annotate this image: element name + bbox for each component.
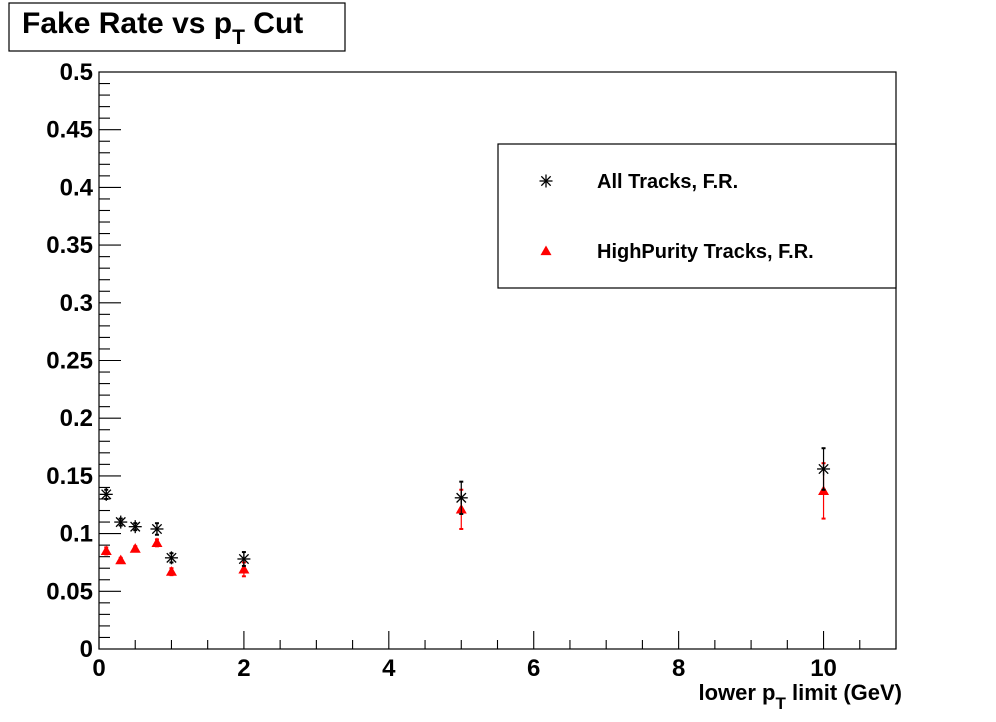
x-tick-label: 0 — [92, 655, 105, 682]
axes: 0 2 4 6 8 10 0 0.05 0.1 0.15 0.2 0.25 0.3 0.35 0.4 0.45… — [46, 59, 897, 682]
data-point — [100, 545, 112, 556]
x-axis-label: lower pT limit (GeV) — [698, 680, 902, 713]
chart-title: Fake Rate vs pT Cut — [22, 7, 303, 49]
star-marker — [164, 551, 178, 565]
triangle-marker — [151, 537, 163, 547]
series-all-tracks — [99, 447, 831, 567]
star-marker — [817, 462, 831, 476]
legend-entries: All Tracks, F.R. HighPurity Tracks, F.R. — [539, 171, 814, 263]
legend-triangle-marker — [540, 245, 552, 256]
x-tick-label: 8 — [672, 655, 685, 682]
title-frame — [8, 2, 346, 52]
data-point — [115, 554, 127, 565]
data-point — [151, 537, 163, 548]
x-tick-label: 6 — [527, 655, 540, 682]
legend: All Tracks, F.R. HighPurity Tracks, F.R. — [497, 143, 897, 289]
data-point — [164, 551, 178, 565]
data-point — [150, 522, 164, 536]
data-point — [129, 543, 141, 553]
y-tick-label: 0.15 — [46, 463, 93, 490]
triangle-marker — [129, 543, 141, 553]
y-tick-label: 0.5 — [60, 59, 93, 86]
star-marker — [99, 487, 113, 501]
x-tick-label: 10 — [810, 655, 837, 682]
legend-entry: HighPurity Tracks, F.R. — [540, 241, 814, 263]
legend-star-marker — [539, 174, 553, 188]
y-tick-label: 0.45 — [46, 117, 93, 144]
data-point — [454, 480, 468, 515]
star-marker — [454, 491, 468, 505]
y-tick-label: 0.25 — [46, 348, 93, 375]
legend-entry: All Tracks, F.R. — [539, 171, 738, 193]
legend-label: All Tracks, F.R. — [597, 171, 738, 193]
data-point — [817, 447, 831, 491]
x-tick-label: 4 — [382, 655, 396, 682]
title-box: Fake Rate vs pT Cut — [8, 2, 346, 52]
y-tick-label: 0.35 — [46, 232, 93, 259]
legend-frame — [497, 143, 897, 289]
data-point — [165, 566, 177, 577]
star-marker — [128, 520, 142, 534]
data-point — [114, 515, 128, 529]
y-tick-label: 0.3 — [60, 290, 93, 317]
star-marker — [150, 522, 164, 536]
legend-label: HighPurity Tracks, F.R. — [597, 241, 814, 263]
star-marker — [114, 515, 128, 529]
data-point — [128, 520, 142, 534]
data-point — [237, 551, 251, 567]
star-marker — [237, 552, 251, 566]
y-tick-label: 0 — [80, 636, 93, 663]
data-marks — [99, 447, 831, 578]
y-tick-label: 0.05 — [46, 578, 93, 605]
y-tick-label: 0.2 — [60, 405, 93, 432]
triangle-marker — [115, 554, 127, 565]
data-point — [99, 487, 113, 501]
y-tick-label: 0.4 — [60, 174, 94, 201]
triangle-marker — [165, 566, 177, 576]
x-tick-label: 2 — [237, 655, 250, 682]
triangle-marker — [238, 563, 250, 574]
y-tick-label: 0.1 — [60, 521, 93, 548]
triangle-marker — [100, 545, 112, 556]
